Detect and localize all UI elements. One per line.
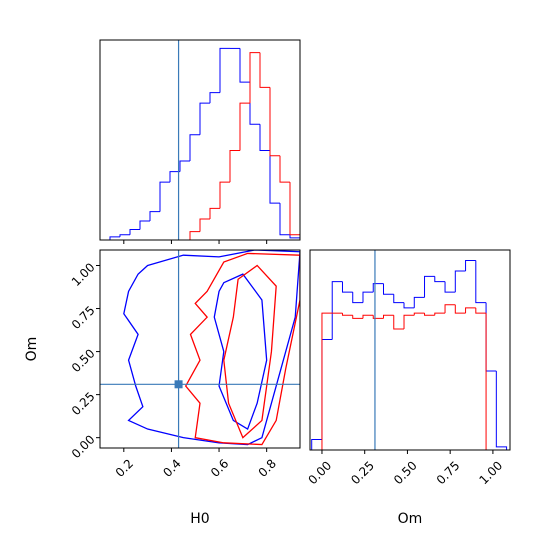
hist-step — [454, 304, 466, 314]
x-tick-label: 1.00 — [476, 458, 505, 487]
hist-step — [159, 181, 170, 212]
y-tick-label: 0.00 — [69, 432, 98, 461]
hist-step — [249, 82, 260, 125]
hist-step — [444, 304, 456, 314]
plot-area — [123, 250, 300, 446]
hist-step — [139, 220, 150, 230]
hist-step — [475, 307, 487, 314]
y-tick-label: 0.50 — [69, 346, 98, 375]
hist-step — [383, 314, 394, 319]
hist-step — [239, 48, 250, 83]
hist-step — [209, 92, 220, 104]
hist-step — [179, 160, 190, 172]
hist-step — [434, 312, 446, 316]
plot-area — [311, 260, 508, 451]
hist-step — [352, 292, 363, 304]
hist-step — [341, 281, 353, 293]
x-tick-label: 0.50 — [391, 458, 420, 487]
contour — [213, 273, 268, 431]
frame — [309, 249, 511, 451]
hist-step — [341, 313, 353, 316]
x-axis-label: Om — [398, 511, 423, 527]
x-tick-label: 0.2 — [113, 456, 136, 479]
hist-step — [383, 283, 394, 295]
hist-step — [199, 218, 210, 232]
hist-step — [321, 312, 333, 450]
frame — [99, 249, 301, 449]
hist-step — [149, 211, 160, 222]
hist-step — [403, 302, 415, 309]
hist-step — [362, 314, 374, 319]
hist-step — [311, 438, 322, 450]
hist-step — [279, 155, 290, 183]
hist-step — [289, 234, 301, 240]
hist-step — [209, 207, 220, 219]
hist-step — [393, 294, 405, 304]
plot-area — [100, 47, 301, 241]
hist-step — [279, 203, 290, 236]
hist-step — [352, 315, 363, 319]
x-tick-label: 0.25 — [348, 458, 377, 487]
hist-step — [444, 281, 456, 293]
hist-step — [269, 150, 280, 204]
hist-step — [424, 275, 435, 298]
panel: 0.2 0.4 0.6 0.8 0.00 0.25 0.50 0.75 1.00 H0 Om — [24, 249, 301, 527]
contour — [223, 264, 277, 439]
hist-step — [219, 47, 230, 93]
y-tick-label: 0.25 — [69, 389, 98, 418]
hist-step — [259, 124, 270, 152]
truth-point — [174, 380, 183, 389]
x-tick-label: 0.4 — [160, 456, 183, 479]
y-axis-label: Om — [24, 337, 40, 362]
x-tick-label: 0.00 — [306, 458, 335, 487]
hist-step — [129, 228, 140, 235]
x-tick-label: 0.75 — [434, 458, 463, 487]
hist-step — [219, 181, 230, 209]
hist-step — [321, 338, 333, 440]
hist-step — [475, 260, 487, 304]
hist-step — [403, 314, 415, 329]
hist-step — [485, 302, 497, 372]
hist-step — [331, 281, 343, 340]
hist-step — [199, 102, 210, 135]
hist-step — [289, 182, 301, 240]
hist-step — [393, 315, 405, 330]
hist-step — [372, 283, 384, 293]
panel — [99, 39, 301, 244]
contour — [123, 250, 300, 446]
hist-step — [259, 52, 270, 88]
hist-step — [413, 312, 425, 316]
hist-step — [454, 270, 466, 293]
hist-step — [119, 234, 130, 237]
x-tick-label: 0.8 — [256, 456, 279, 479]
hist-step — [189, 134, 200, 162]
hist-step — [169, 171, 180, 183]
frame — [99, 39, 301, 241]
hist-step — [465, 307, 476, 314]
hist-step — [424, 313, 435, 316]
hist-step — [372, 315, 384, 319]
y-tick-label: 0.75 — [69, 303, 98, 332]
hist-step — [189, 231, 200, 240]
hist-step — [229, 150, 240, 183]
hist-step — [362, 291, 374, 303]
contour — [184, 252, 300, 446]
hist-step — [239, 102, 250, 151]
hist-step — [434, 276, 446, 283]
x-tick-label: 0.6 — [208, 456, 231, 479]
x-axis-label: H0 — [190, 511, 209, 527]
hist-step — [269, 87, 280, 157]
y-tick-label: 1.00 — [69, 260, 98, 289]
hist-step — [485, 313, 497, 451]
panel: 0.00 0.25 0.50 0.75 1.00 Om — [306, 249, 511, 527]
hist-step — [413, 296, 425, 308]
hist-step — [109, 236, 120, 240]
hist-step — [465, 260, 476, 272]
hist-step — [249, 52, 260, 104]
hist-step — [495, 371, 508, 450]
